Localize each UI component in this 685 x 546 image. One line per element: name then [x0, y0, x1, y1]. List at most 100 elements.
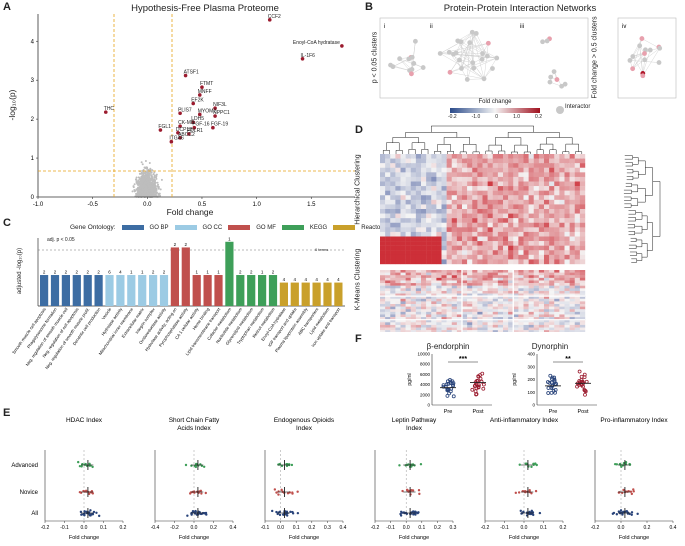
heat-cell	[518, 250, 524, 256]
heat-cell	[441, 158, 447, 164]
f-dot	[583, 392, 587, 397]
heat-cell	[513, 199, 519, 205]
heat-cell	[574, 250, 581, 256]
heat-cell	[410, 154, 417, 159]
heat-cell	[554, 241, 560, 246]
heat-cell	[482, 176, 488, 182]
heat-cell	[482, 277, 488, 281]
heat-cell	[508, 314, 514, 318]
heat-cell	[472, 298, 478, 302]
heat-cell	[549, 275, 555, 279]
highlight-point	[340, 44, 344, 48]
heat-cell	[441, 227, 447, 233]
heat-cell	[538, 317, 545, 320]
e-dot	[83, 510, 86, 513]
heat-cell	[579, 176, 586, 182]
heat-cell	[431, 319, 437, 323]
heat-cell	[538, 245, 545, 251]
heat-cell	[538, 285, 545, 289]
heat-cell	[518, 259, 524, 265]
f-y-tick: 2000	[420, 392, 431, 397]
e-dot	[275, 491, 278, 494]
heat-cell	[513, 218, 519, 223]
heat-cell	[462, 231, 468, 237]
heat-cell	[415, 311, 422, 315]
heat-cell	[446, 304, 452, 307]
heat-cell	[390, 241, 396, 246]
heat-cell	[390, 277, 396, 281]
heat-cell	[426, 330, 432, 332]
heat-cell	[579, 319, 586, 323]
e-dot	[412, 513, 415, 516]
heat-cell	[405, 172, 411, 178]
heat-cell	[456, 304, 463, 307]
network-node	[412, 38, 418, 44]
heat-cell	[472, 296, 478, 299]
heat-cell	[523, 317, 529, 320]
background-point	[146, 181, 149, 184]
heat-cell	[415, 186, 422, 191]
heat-cell	[559, 290, 565, 294]
heat-cell	[569, 270, 575, 273]
heat-cell	[523, 314, 529, 318]
heat-cell	[528, 330, 534, 332]
heat-cell	[518, 158, 524, 164]
heat-cell	[426, 270, 432, 273]
heat-cell	[426, 288, 432, 292]
e-xlabel: Fold change	[399, 535, 429, 541]
heat-cell	[477, 222, 483, 228]
go-bar	[40, 275, 49, 306]
heat-cell	[472, 304, 478, 307]
heat-cell	[497, 275, 504, 279]
heat-cell	[549, 181, 555, 187]
heat-cell	[554, 204, 560, 210]
heat-cell	[477, 154, 483, 159]
heat-cell	[533, 270, 540, 273]
heat-cell	[400, 322, 406, 326]
heat-cell	[487, 209, 493, 214]
heat-cell	[426, 245, 432, 251]
e-x-tick-label: 0.1	[540, 525, 547, 531]
heat-cell	[569, 176, 575, 182]
heat-cell	[421, 288, 427, 292]
heat-cell	[528, 186, 534, 191]
heat-cell	[528, 250, 534, 256]
heat-cell	[446, 272, 452, 276]
heat-cell	[503, 330, 509, 332]
heat-cell	[579, 285, 586, 289]
heat-cell	[441, 272, 447, 276]
heat-cell	[385, 298, 391, 302]
heat-cell	[395, 283, 401, 286]
heat-cell	[462, 327, 468, 331]
e-dot	[417, 511, 420, 514]
heat-cell	[467, 218, 473, 223]
heat-cell	[492, 190, 499, 196]
point-label: Enoyl-CoA hydratase	[293, 40, 340, 46]
heat-cell	[451, 324, 458, 328]
f-dot	[577, 369, 582, 374]
heat-cell	[579, 218, 586, 223]
heat-cell	[451, 283, 458, 286]
network-node	[647, 47, 653, 53]
heat-cell	[431, 296, 437, 299]
heat-cell	[574, 190, 581, 196]
heat-cell	[528, 293, 534, 297]
heat-cell	[472, 231, 478, 237]
heat-cell	[421, 176, 427, 182]
point-label: FOLR1	[187, 128, 203, 134]
heat-cell	[518, 254, 524, 260]
heat-cell	[523, 311, 529, 315]
heat-cell	[559, 204, 565, 210]
heat-cell	[554, 298, 560, 302]
heat-cell	[554, 218, 560, 223]
heat-cell	[462, 306, 468, 310]
heat-cell	[415, 199, 422, 205]
heat-cell	[538, 272, 545, 276]
heat-cell	[462, 285, 468, 289]
heat-cell	[446, 209, 452, 214]
roman-i: i	[384, 24, 385, 30]
heat-cell	[508, 195, 514, 201]
network-node	[411, 61, 417, 66]
heat-cell	[380, 167, 386, 173]
e-x-tick-label: 0.2	[308, 525, 315, 531]
